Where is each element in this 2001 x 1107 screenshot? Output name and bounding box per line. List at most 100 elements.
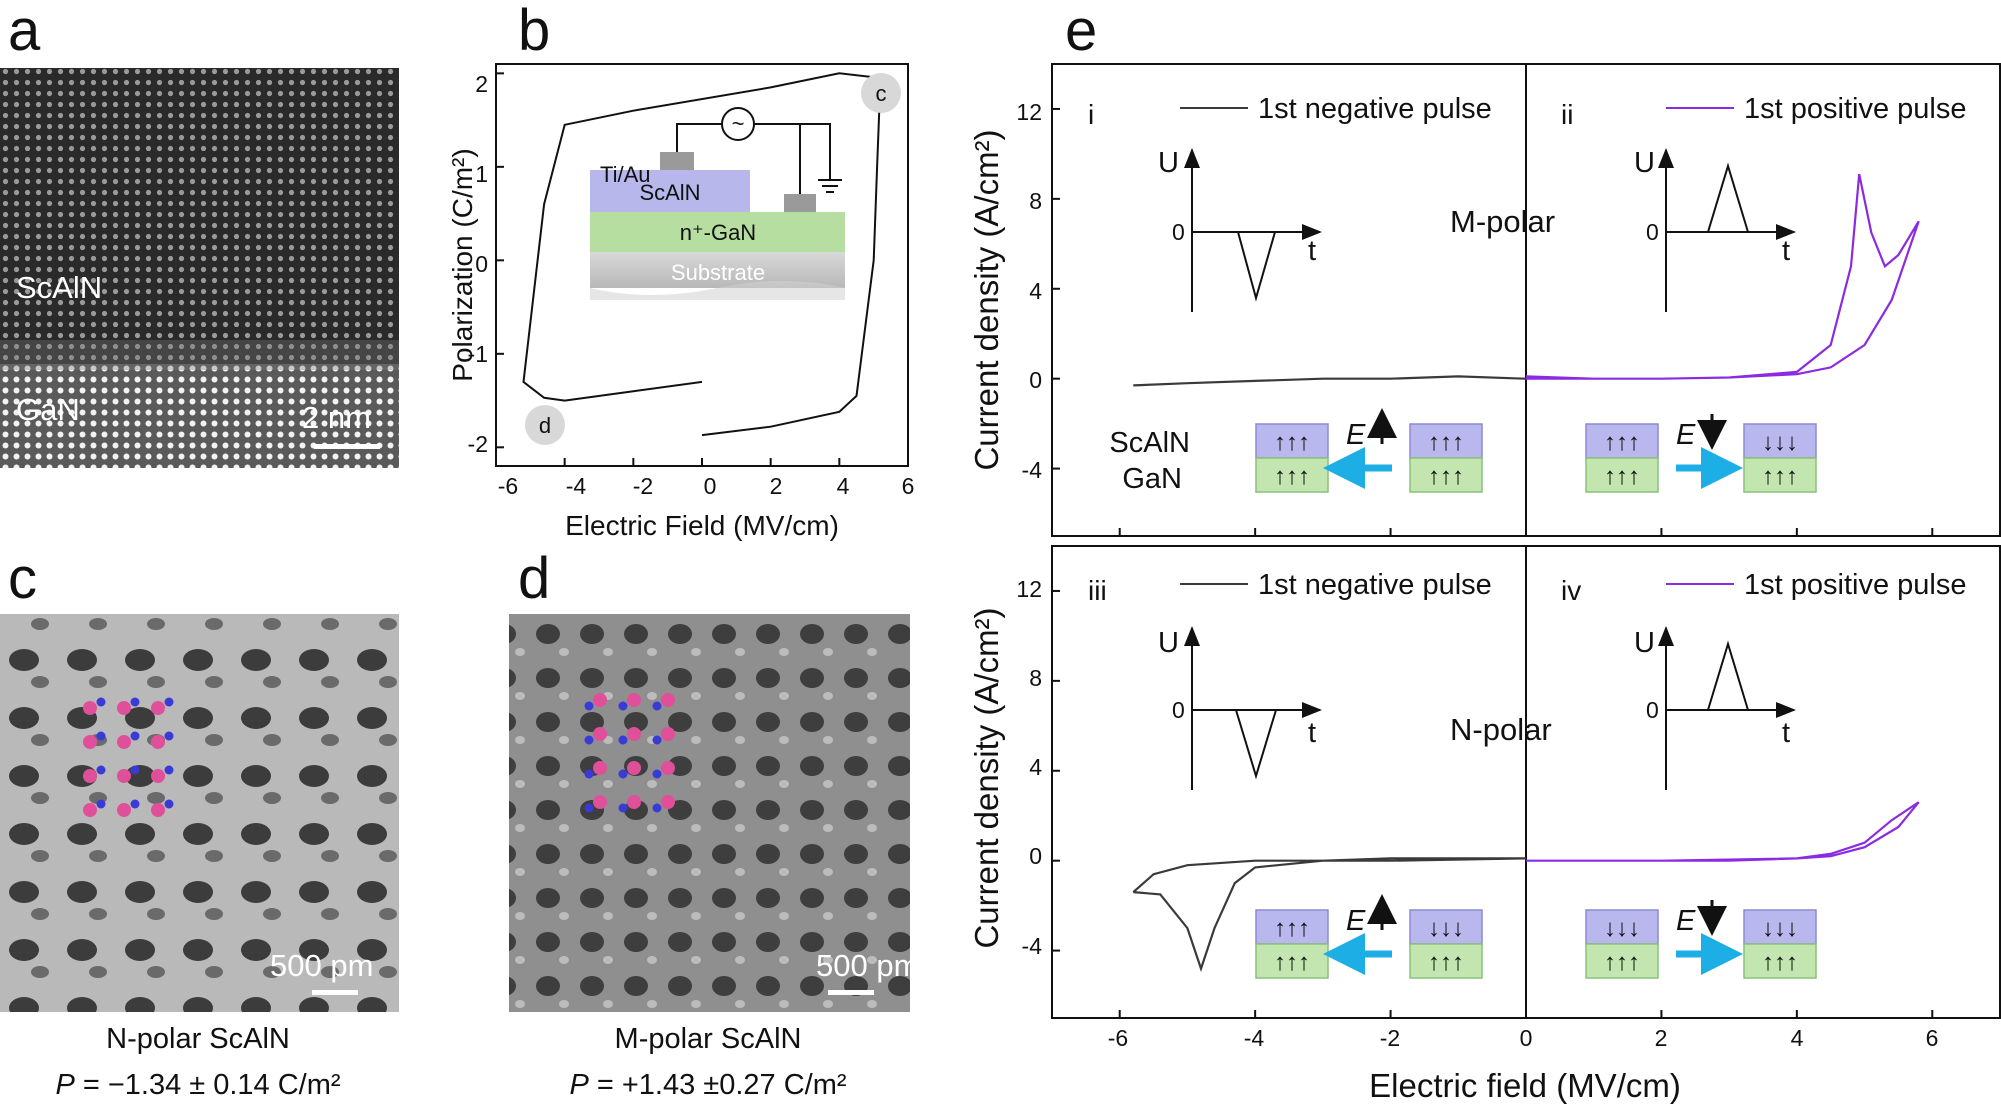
e-xtick-2: -4 <box>1244 1025 1265 1051</box>
e-xlabel: Electric field (MV/cm) <box>1369 1067 1681 1104</box>
svg-text:t: t <box>1308 235 1316 267</box>
e-xtick-1: -6 <box>1108 1025 1128 1051</box>
layer-substrate-label: Substrate <box>671 260 765 285</box>
svg-text:0: 0 <box>1172 219 1185 245</box>
sc-atom <box>593 761 607 775</box>
sc-atom <box>627 761 641 775</box>
legend-pos-bottom: 1st positive pulse <box>1744 569 1966 601</box>
sc-atom <box>627 693 641 707</box>
atom-overlay-c <box>83 697 174 817</box>
b-xlabel: Electric Field (MV/cm) <box>565 510 839 541</box>
sc-atom <box>661 727 675 741</box>
stack-iv-left: ↓↓↓ ↑↑↑ <box>1585 909 1659 979</box>
panel-e-chart: 12 8 4 0 -4 12 8 4 0 -4 -6 -4 -2 0 2 4 6… <box>968 63 2001 1104</box>
sc-atom <box>661 693 675 707</box>
scale-bar-label-c: 500 pm <box>270 948 373 983</box>
svg-text:↓↓↓: ↓↓↓ <box>1428 915 1464 942</box>
e-top-ytick-3: 4 <box>1029 278 1042 304</box>
field-label-iii: E <box>1346 905 1366 937</box>
svg-text:↑↑↑: ↑↑↑ <box>1274 949 1310 976</box>
n-atom <box>130 697 140 707</box>
sc-atom <box>627 795 641 809</box>
label-i: i <box>1088 99 1094 130</box>
label-iii: iii <box>1088 575 1107 606</box>
e-xtick-6: 4 <box>1791 1025 1804 1051</box>
n-atom <box>164 731 174 741</box>
e-xtick-3: -2 <box>1380 1025 1400 1051</box>
sc-atom <box>83 735 97 749</box>
b-ytick-5: -2 <box>468 431 488 457</box>
panel-letter-c: c <box>8 546 37 611</box>
layer-scaln-label: ScAlN <box>639 180 700 205</box>
n-atom <box>164 799 174 809</box>
b-xtick-6: 4 <box>837 473 850 499</box>
field-label-ii: E <box>1676 419 1696 451</box>
marker-d <box>525 405 565 445</box>
b-hysteresis-loop <box>522 72 882 437</box>
n-atom <box>96 765 106 775</box>
caption-c-value: P = −1.34 ± 0.14 C/m² <box>55 1069 340 1101</box>
sc-atom <box>117 769 131 783</box>
sc-atom <box>83 701 97 715</box>
n-atom <box>618 803 628 813</box>
e-top-ytick-5: -4 <box>1022 457 1043 483</box>
b-ytick-1: 2 <box>475 71 488 97</box>
n-atom <box>584 701 594 711</box>
e-bottom-ytick-1: 12 <box>1016 576 1042 602</box>
e-top-ytick-1: 12 <box>1016 99 1042 125</box>
sc-atom <box>151 803 165 817</box>
scale-bar-label-d: 500 pm <box>816 948 919 983</box>
legend-neg-bottom: 1st negative pulse <box>1258 569 1492 601</box>
panel-letter-b: b <box>518 0 550 63</box>
label-iv: iv <box>1561 575 1581 606</box>
sc-atom <box>593 727 607 741</box>
scaln-layer <box>590 170 750 212</box>
sc-atom <box>117 735 131 749</box>
svg-text:↓↓↓: ↓↓↓ <box>1604 915 1640 942</box>
b-xtick-1: -6 <box>498 473 518 499</box>
svg-text:d: d <box>539 413 551 438</box>
n-atom <box>618 701 628 711</box>
e-bottom-ytick-5: -4 <box>1022 933 1043 959</box>
stack-i-right: ↑↑↑ ↑↑↑ <box>1409 423 1483 493</box>
n-atom <box>130 731 140 741</box>
svg-text:↑↑↑: ↑↑↑ <box>1274 915 1310 942</box>
stack-label-scaln: ScAlN <box>1109 427 1190 459</box>
svg-text:t: t <box>1782 717 1790 749</box>
b-xtick-4: 0 <box>704 473 717 499</box>
sc-atom <box>661 761 675 775</box>
field-label-i: E <box>1346 419 1366 451</box>
pulse-inset-iii: U 0 t <box>1158 626 1322 790</box>
sc-atom <box>151 735 165 749</box>
n-atom <box>652 701 662 711</box>
stack-ii-right: ↓↓↓ ↑↑↑ <box>1743 423 1817 493</box>
svg-text:↑↑↑: ↑↑↑ <box>1428 429 1464 456</box>
panel-letter-a: a <box>8 0 41 63</box>
n-atom <box>130 799 140 809</box>
svg-text:↑↑↑: ↑↑↑ <box>1604 463 1640 490</box>
e-bottom-ytick-3: 4 <box>1029 754 1042 780</box>
b-xtick-7: 6 <box>902 473 915 499</box>
e-top-ylabel: Current density (A/cm²) <box>968 129 1005 470</box>
b-xtick-5: 2 <box>770 473 783 499</box>
svg-text:↑↑↑: ↑↑↑ <box>1428 949 1464 976</box>
svg-text:0: 0 <box>1646 697 1659 723</box>
svg-text:U: U <box>1158 627 1179 659</box>
e-top-series-1 <box>1525 173 1920 380</box>
n-atom <box>96 697 106 707</box>
n-atom <box>96 731 106 741</box>
atom-overlay-d <box>584 693 675 813</box>
svg-text:c: c <box>876 81 887 106</box>
n-atom <box>130 765 140 775</box>
svg-text:t: t <box>1308 717 1316 749</box>
e-xtick-5: 2 <box>1655 1025 1668 1051</box>
panel-a-micrograph: ScAlN GaN 2 nm <box>0 68 399 468</box>
stack-label-gan: GaN <box>1122 463 1182 495</box>
layer-gan-label: n⁺-GaN <box>680 220 756 245</box>
e-xtick-7: 6 <box>1926 1025 1939 1051</box>
electrode-top <box>660 152 694 170</box>
pulse-inset-iv: U 0 t <box>1634 626 1796 790</box>
caption-d-value: P = +1.43 ±0.27 C/m² <box>569 1069 846 1101</box>
marker-c <box>861 73 901 113</box>
